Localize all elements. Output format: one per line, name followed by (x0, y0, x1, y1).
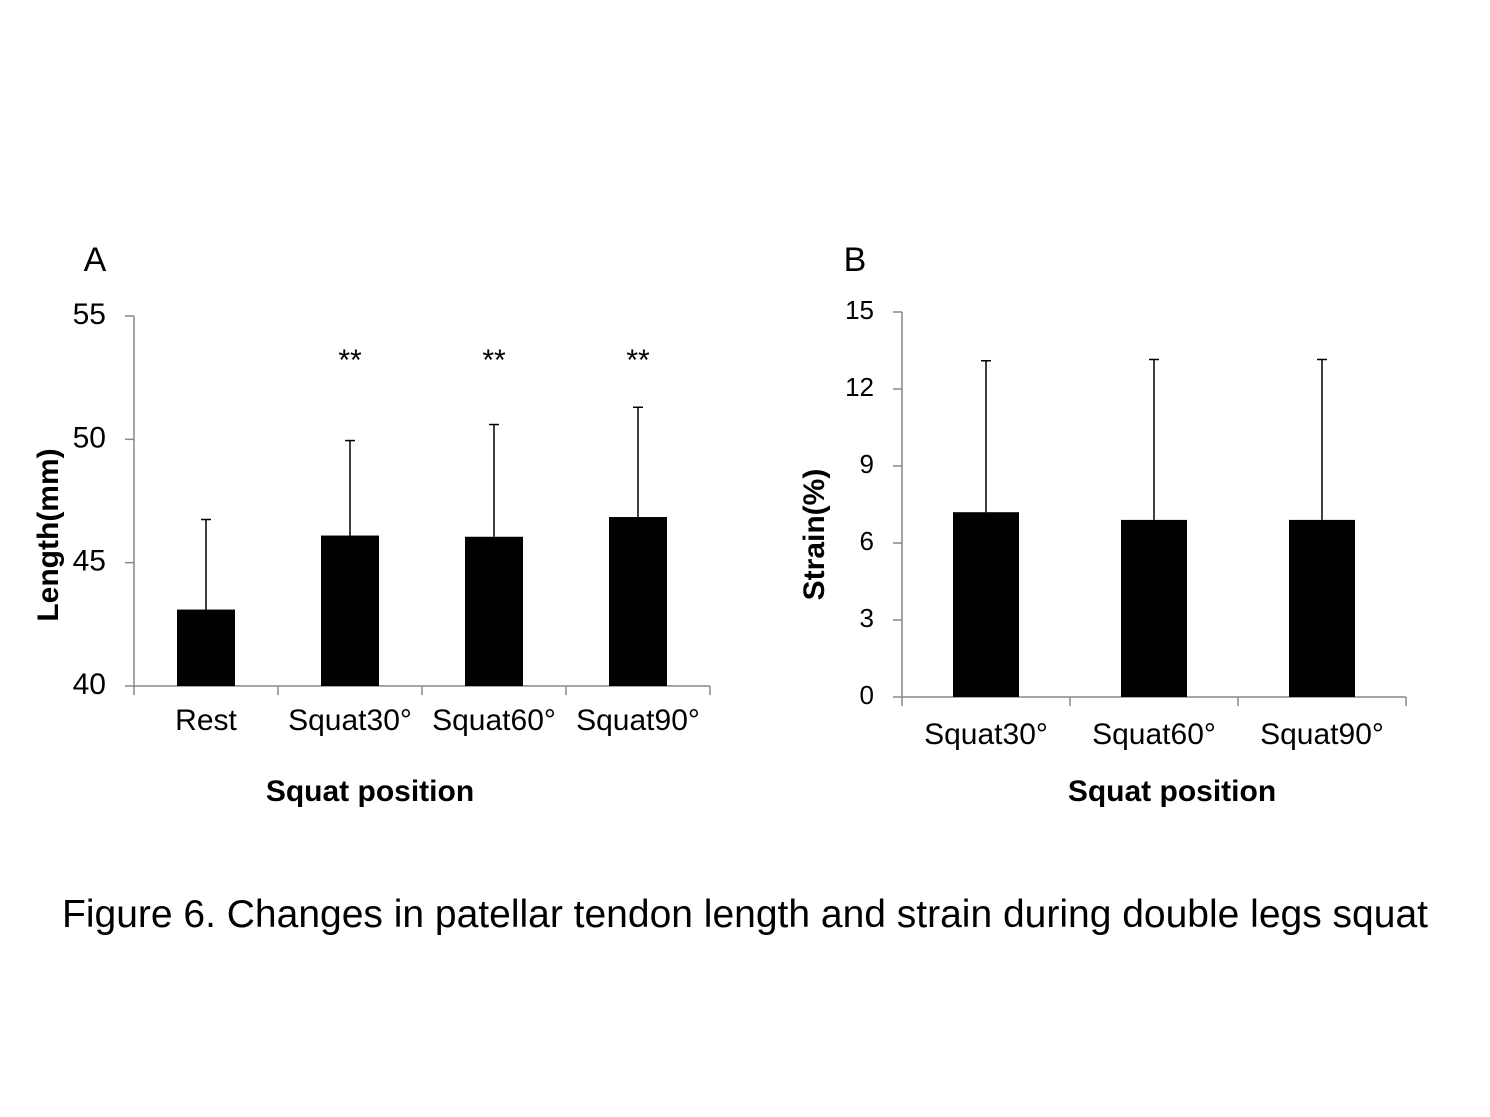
bar-Rest (177, 609, 235, 686)
figure-caption: Figure 6. Changes in patellar tendon len… (62, 893, 1428, 936)
panel-b-chart: B 0 3 6 9 12 15 Squat30° Squat60° Squat90° Squat p… (798, 241, 1407, 808)
significance-marker: ** (338, 344, 362, 377)
y-tick-label: 55 (73, 298, 106, 331)
x-tick-label: Squat60° (1092, 718, 1216, 751)
significance-marker: ** (626, 344, 650, 377)
x-tick-label: Squat90° (576, 704, 700, 737)
bar-Squat30° (953, 512, 1019, 697)
y-tick-label: 12 (845, 372, 874, 402)
bar-Squat90° (1289, 519, 1355, 697)
y-tick-label: 9 (860, 449, 874, 479)
bar-Squat90° (609, 517, 667, 686)
x-tick-label: Squat30° (924, 718, 1048, 751)
x-tick-label: Rest (175, 704, 237, 737)
x-tick-label: Squat90° (1260, 718, 1384, 751)
bar-Squat60° (1121, 519, 1187, 697)
x-axis-title: Squat position (266, 775, 474, 808)
y-tick-label: 3 (860, 603, 874, 633)
x-tick-label: Squat30° (288, 704, 412, 737)
x-axis-title: Squat position (1068, 775, 1276, 808)
x-tick-label: Squat60° (432, 704, 556, 737)
y-tick-label: 15 (845, 295, 874, 325)
panel-a-chart: A 40 45 50 55 Rest ** Squat30° ** Squat60° ** Squat… (32, 241, 711, 808)
significance-marker: ** (482, 344, 506, 377)
bar-Squat60° (465, 536, 523, 686)
y-tick-label: 0 (860, 680, 874, 710)
y-tick-label: 50 (73, 421, 106, 454)
y-tick-label: 45 (73, 545, 106, 578)
panel-label: B (844, 241, 867, 279)
y-axis-title: Length(mm) (32, 448, 65, 621)
y-tick-label: 6 (860, 526, 874, 556)
y-axis-title: Strain(%) (798, 469, 831, 601)
y-tick-label: 40 (73, 668, 106, 701)
panel-label: A (84, 241, 107, 279)
bar-Squat30° (321, 535, 379, 686)
